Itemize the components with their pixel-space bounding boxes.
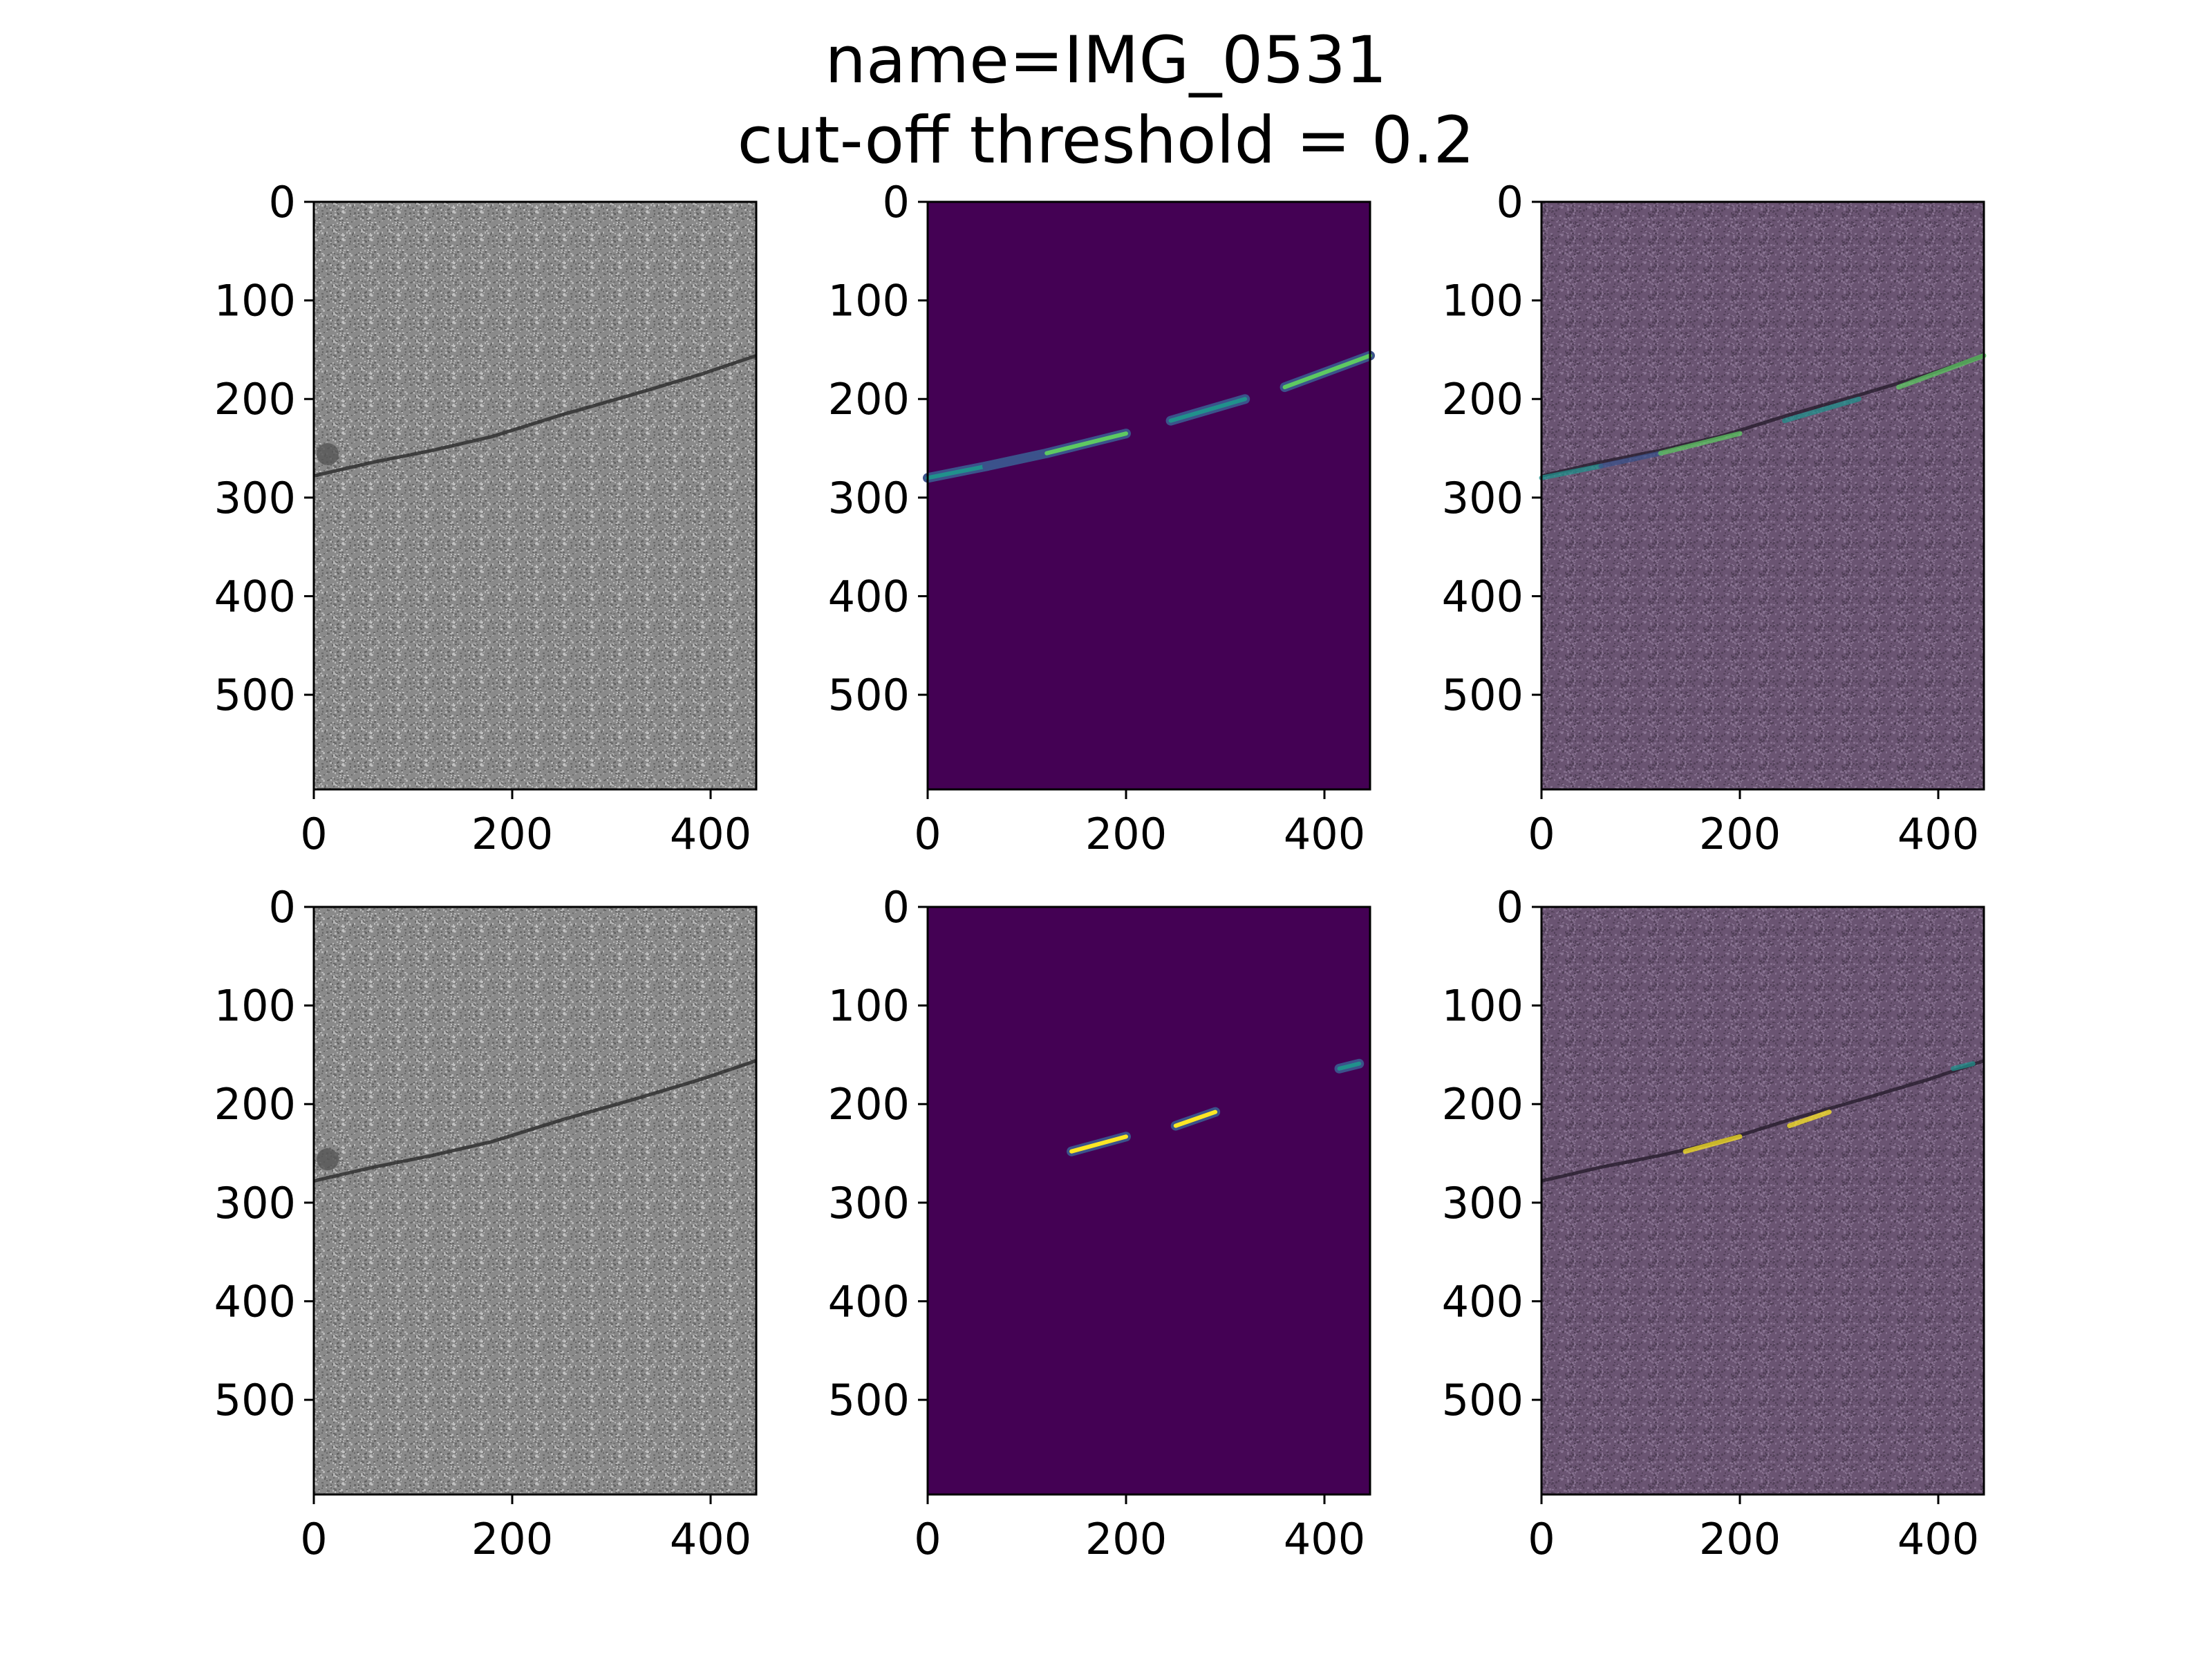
x-tick-label: 0	[1528, 809, 1555, 859]
figure-title: name=IMG_0531 cut-off threshold = 0.2	[0, 21, 2212, 181]
y-tick-label: 100	[828, 981, 910, 1031]
mask-segment-2	[985, 451, 1049, 469]
mask-segment-4	[1168, 397, 1248, 423]
y-tick-label: 500	[1442, 1375, 1524, 1425]
y-tick-label: 200	[828, 1079, 910, 1130]
x-tick-label: 400	[670, 809, 751, 859]
axes-frame	[926, 200, 1371, 791]
y-tick-label: 100	[1442, 981, 1524, 1031]
y-tick-label: 100	[214, 981, 296, 1031]
y-tick-label: 0	[269, 177, 296, 227]
x-tick-label: 400	[1897, 809, 1979, 859]
y-tick-label: 300	[214, 473, 296, 523]
crack-line	[1541, 354, 1985, 478]
surface-spot	[317, 443, 339, 466]
title-line-2: cut-off threshold = 0.2	[737, 103, 1475, 178]
mask-background	[928, 907, 1370, 1494]
y-tick-label: 500	[214, 670, 296, 720]
x-tick-label: 0	[300, 809, 327, 859]
x-tick-label: 400	[1284, 1514, 1365, 1564]
mask-segment-1	[926, 464, 990, 480]
overlay-segment-2	[1787, 1109, 1832, 1129]
x-tick-label: 200	[1699, 1514, 1781, 1564]
overlay-segment-2	[1598, 451, 1663, 469]
axes-frame	[1540, 906, 1985, 1496]
y-tick-label: 300	[828, 473, 910, 523]
y-tick-label: 0	[883, 177, 910, 227]
y-tick-label: 400	[214, 1276, 296, 1327]
y-tick-label: 0	[883, 882, 910, 932]
y-tick-label: 100	[214, 276, 296, 326]
y-tick-label: 400	[1442, 571, 1524, 621]
y-tick-label: 200	[828, 374, 910, 424]
crack-line	[313, 354, 757, 478]
x-tick-label: 400	[1897, 1514, 1979, 1564]
y-tick-label: 300	[1442, 473, 1524, 523]
axes-frame	[312, 200, 758, 791]
y-tick-label: 400	[214, 571, 296, 621]
subplot-r2c1: 0 100 200 300 400 500 0 200 400	[214, 882, 758, 1564]
axes-frame	[312, 906, 758, 1496]
crack-line	[313, 1059, 757, 1183]
subplot-r1c1: 0 100 200 300 400 500 0 200 400	[214, 177, 758, 859]
title-line-1: name=IMG_0531	[825, 23, 1387, 98]
axes-frame	[926, 906, 1371, 1496]
mask-background	[928, 202, 1370, 789]
crack-line	[1541, 1059, 1985, 1183]
y-tick-label: 300	[828, 1178, 910, 1228]
mask-segment-2	[1173, 1109, 1218, 1128]
y-tick-label: 400	[1442, 1276, 1524, 1327]
y-tick-label: 0	[1497, 177, 1524, 227]
x-tick-label: 0	[300, 1514, 327, 1564]
x-tick-label: 0	[914, 809, 941, 859]
y-tick-label: 200	[1442, 1079, 1524, 1130]
y-tick-label: 500	[828, 670, 910, 720]
y-tick-label: 100	[828, 276, 910, 326]
y-tick-label: 0	[1497, 882, 1524, 932]
y-tick-label: 400	[828, 571, 910, 621]
mask-segment-1	[1069, 1134, 1128, 1154]
photo-image	[314, 907, 756, 1494]
mask-segment-5	[1282, 353, 1372, 390]
overlay-image	[1541, 907, 1984, 1494]
y-tick-label: 500	[214, 1375, 296, 1425]
overlay-segment-4	[1782, 396, 1862, 424]
y-tick-label: 300	[214, 1178, 296, 1228]
x-tick-label: 0	[1528, 1514, 1555, 1564]
overlay-segment-1	[1539, 463, 1604, 480]
x-tick-label: 200	[1699, 809, 1781, 859]
y-tick-label: 200	[1442, 374, 1524, 424]
y-tick-label: 300	[1442, 1178, 1524, 1228]
y-tick-label: 100	[1442, 276, 1524, 326]
overlay-segment-5	[1896, 353, 1987, 390]
x-tick-label: 200	[1085, 1514, 1167, 1564]
overlay-image	[1541, 202, 1984, 789]
y-tick-label: 200	[214, 374, 296, 424]
y-tick-label: 200	[214, 1079, 296, 1130]
subplot-r1c2: 0 100 200 300 400 500 0 200 400	[828, 177, 1375, 859]
overlay-segment-3	[1658, 431, 1743, 456]
x-tick-label: 400	[670, 1514, 751, 1564]
axes-frame	[1540, 200, 1985, 791]
x-tick-label: 200	[471, 809, 553, 859]
photo-image	[314, 202, 756, 789]
subplot-r2c3: 0 100 200 300 400 500 0 200 400	[1442, 882, 1985, 1564]
mask-segment-3	[1044, 431, 1128, 456]
mask-segment-3	[1337, 1061, 1362, 1071]
y-tick-label: 500	[828, 1375, 910, 1425]
y-tick-label: 400	[828, 1276, 910, 1327]
x-tick-label: 400	[1284, 809, 1365, 859]
subplot-r1c3: 0 100 200 300 400 500 0 200 400	[1442, 177, 1987, 859]
overlay-segment-3	[1951, 1061, 1976, 1071]
x-tick-label: 0	[914, 1514, 941, 1564]
y-tick-label: 500	[1442, 670, 1524, 720]
surface-spot	[317, 1148, 339, 1171]
overlay-segment-1	[1683, 1134, 1743, 1154]
subplot-r2c2: 0 100 200 300 400 500 0 200 400	[828, 882, 1371, 1564]
x-tick-label: 200	[1085, 809, 1167, 859]
y-tick-label: 0	[269, 882, 296, 932]
x-tick-label: 200	[471, 1514, 553, 1564]
